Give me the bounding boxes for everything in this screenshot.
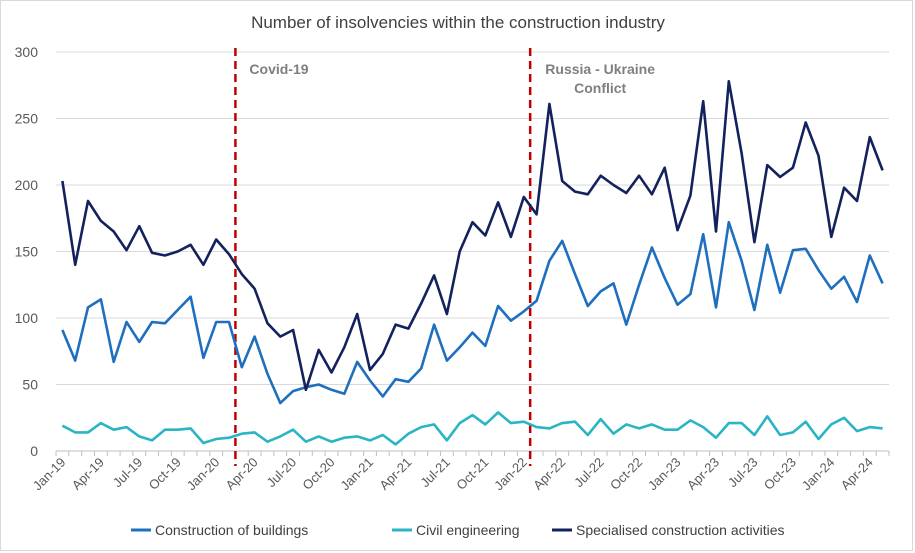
x-tick-label: Apr-23 — [684, 455, 722, 493]
event-markers: Covid-19 Russia - Ukraine Conflict — [234, 48, 655, 466]
y-axis-ticks: 0 50 100 150 200 250 300 — [15, 44, 39, 459]
y-tick-label: 150 — [15, 244, 39, 260]
series-line — [61, 411, 883, 446]
legend-label: Construction of buildings — [155, 522, 308, 538]
x-tick-label: Oct-19 — [146, 455, 184, 493]
event-marker-label: Conflict — [574, 80, 626, 96]
event-marker-label: Covid-19 — [249, 61, 308, 77]
x-tick-label: Jul-22 — [571, 455, 607, 491]
x-tick-label: Apr-24 — [838, 455, 876, 493]
series-lines — [61, 80, 884, 446]
legend: Construction of buildings Civil engineeri… — [131, 522, 785, 538]
legend-label: Civil engineering — [416, 522, 520, 538]
x-tick-label: Jan-20 — [184, 455, 223, 494]
x-tick-label: Oct-21 — [453, 455, 491, 493]
gridlines — [56, 51, 889, 385]
series-line — [61, 220, 884, 405]
chart-title: Number of insolvencies within the constr… — [251, 13, 665, 32]
x-tick-label: Jan-19 — [30, 455, 69, 494]
x-tick-label: Apr-20 — [223, 455, 261, 493]
x-axis: Jan-19 Apr-19 Jul-19 Oct-19 Jan-20 Apr-20 Jul-… — [30, 450, 890, 494]
x-tick-label: Apr-22 — [530, 455, 568, 493]
y-tick-label: 200 — [15, 177, 39, 193]
y-tick-label: 250 — [15, 111, 39, 127]
x-tick-label: Apr-21 — [376, 455, 414, 493]
x-tick-label: Oct-23 — [761, 455, 799, 493]
x-tick-label: Jan-24 — [799, 455, 838, 494]
y-tick-label: 50 — [22, 377, 38, 393]
x-tick-label: Jan-23 — [645, 455, 684, 494]
y-tick-label: 300 — [15, 44, 39, 60]
x-tick-label: Jan-21 — [337, 455, 376, 494]
y-tick-label: 0 — [30, 443, 38, 459]
y-tick-label: 100 — [15, 310, 39, 326]
series-line — [61, 80, 884, 392]
x-tick-label: Oct-20 — [299, 455, 337, 493]
x-tick-label: Jul-23 — [725, 455, 761, 491]
x-tick-label: Jan-22 — [491, 455, 530, 494]
legend-label: Specialised construction activities — [576, 522, 785, 538]
x-tick-label: Oct-22 — [607, 455, 645, 493]
event-marker-label: Russia - Ukraine — [545, 61, 655, 77]
x-tick-label: Jul-21 — [417, 455, 453, 491]
x-tick-label: Apr-19 — [69, 455, 107, 493]
x-tick-label: Jul-20 — [264, 455, 300, 491]
x-tick-label: Jul-19 — [110, 455, 146, 491]
